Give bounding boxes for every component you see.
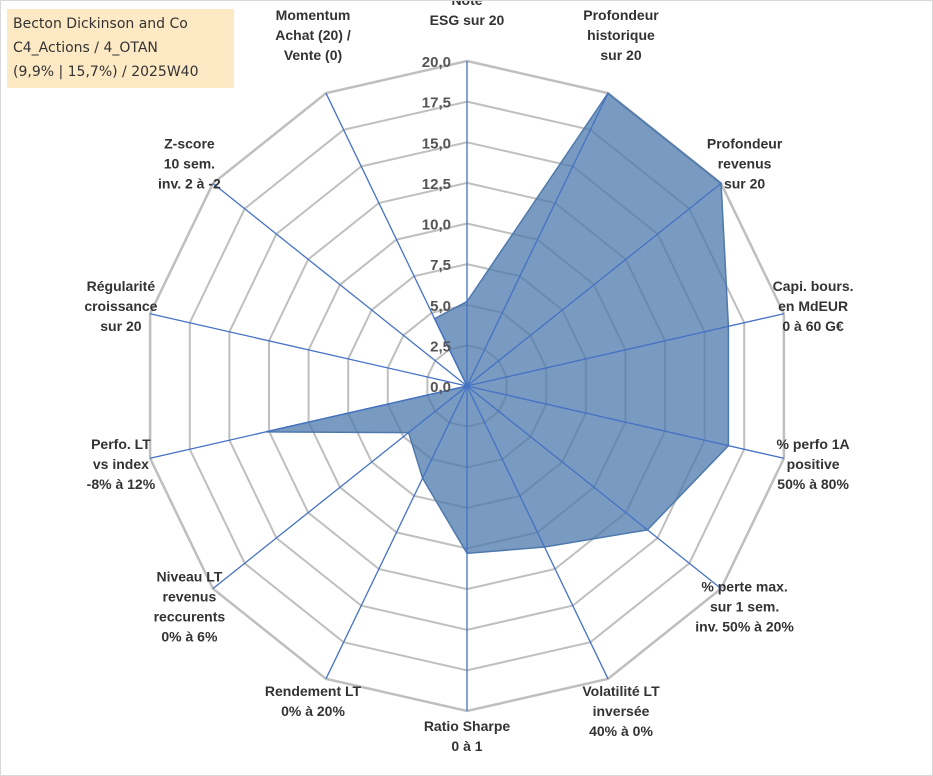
tick-label: 20,0	[422, 54, 451, 71]
axis-label: NoteESG sur 20	[430, 1, 505, 28]
axis-spoke	[212, 182, 468, 387]
tick-label: 0,0	[430, 379, 451, 396]
axis-spoke	[149, 313, 468, 387]
axis-label: Volatilité LT inversée 40% à 0%	[582, 683, 660, 739]
radar-tick-labels: 0,0 2,5 5,0 7,5 10,0 12,5 15,0 17,5 20,0	[422, 54, 451, 396]
axis-spoke	[325, 385, 468, 680]
axis-label: % perfo 1A positive 50% à 80%	[777, 436, 850, 492]
tick-label: 7,5	[430, 257, 451, 274]
axis-label: Z-score 10 sem. inv. 2 à -2	[158, 136, 221, 192]
axis-spoke	[466, 313, 785, 387]
axis-spoke	[466, 385, 722, 590]
axis-spoke	[466, 385, 609, 680]
axis-label: Niveau LT revenus reccurents 0% à 6%	[154, 568, 226, 644]
stats-label: (9,9% | 15,7%) / 2025W40	[13, 64, 199, 80]
axis-spoke	[325, 92, 468, 387]
axis-label: Perfo. LT vs index -8% à 12%	[87, 436, 156, 492]
tick-label: 17,5	[422, 95, 451, 112]
axis-spoke	[466, 92, 609, 387]
tick-label: 2,5	[430, 338, 451, 355]
axis-spoke	[466, 385, 785, 459]
axis-label: Capi. bours. en MdEUR 0 à 60 G€	[773, 278, 854, 334]
axis-label: Momentum Achat (20) / Vente (0)	[275, 7, 351, 63]
tick-label: 5,0	[430, 298, 451, 315]
radar-spokes	[149, 61, 785, 711]
info-box: Becton Dickinson and Co C4_Actions / 4_O…	[7, 9, 234, 88]
axis-label: % perte max. sur 1 sem. inv. 50% à 20%	[695, 578, 794, 634]
category-label: C4_Actions / 4_OTAN	[13, 40, 158, 56]
axis-spoke	[466, 182, 722, 387]
axis-label: Profondeur revenus sur 20	[707, 136, 783, 192]
axis-spoke	[212, 385, 468, 590]
company-name: Becton Dickinson and Co	[13, 16, 188, 32]
axis-label: Profondeur historique sur 20	[583, 7, 659, 63]
axis-spoke	[149, 385, 468, 459]
axis-label: Régularité croissance sur 20	[84, 278, 157, 334]
tick-label: 12,5	[422, 176, 451, 193]
axis-label: Ratio Sharpe 0 à 1	[424, 718, 511, 754]
axis-label: Rendement LT 0% à 20%	[265, 683, 362, 719]
tick-label: 15,0	[422, 135, 451, 152]
tick-label: 10,0	[422, 217, 451, 234]
